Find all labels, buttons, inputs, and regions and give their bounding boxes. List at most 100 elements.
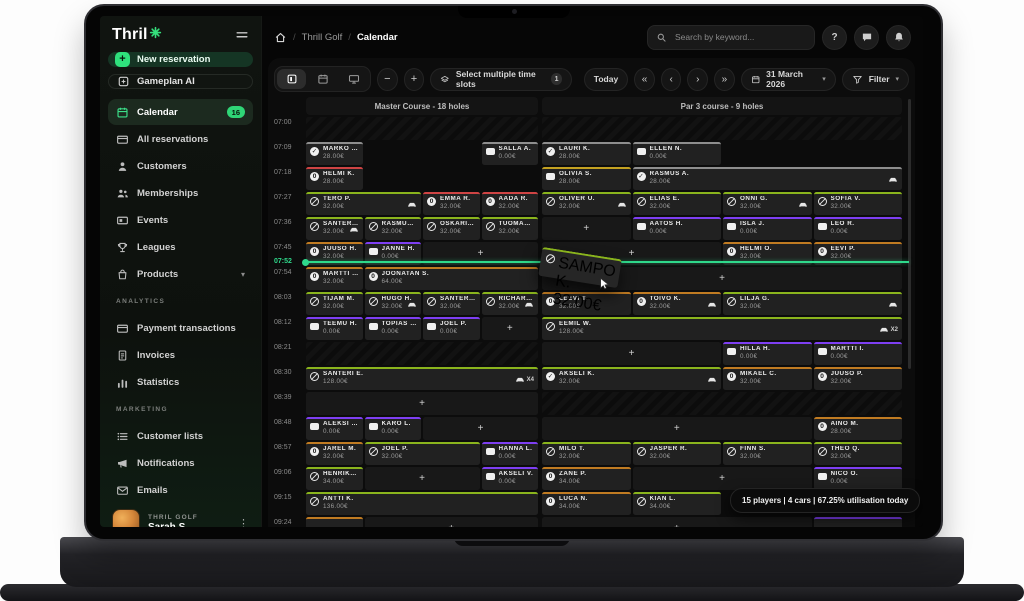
booking-cell[interactable]: TEEMU H. 0.00€ [306, 317, 363, 340]
sidebar-item-all-reservations[interactable]: All reservations [108, 126, 253, 152]
sidebar-item-leagues[interactable]: Leagues [108, 234, 253, 260]
zoom-in-button[interactable]: + [403, 67, 425, 91]
sidebar-item-invoices[interactable]: Invoices [108, 342, 253, 368]
chat-button[interactable] [854, 24, 879, 50]
prev-week-button[interactable]: « [634, 67, 655, 91]
booking-cell[interactable]: JOEL P. 32.00€ [364, 442, 480, 465]
booking-cell[interactable]: 0 AADA R. 32.00€ [481, 192, 538, 215]
booking-cell[interactable]: RICHARD P.32.00€ [481, 292, 538, 315]
add-booking-slot[interactable]: + [542, 267, 902, 290]
booking-cell[interactable]: SANTERI E. 128.00€ X4 [306, 367, 538, 390]
add-booking-slot[interactable]: + [542, 417, 812, 440]
date-picker-button[interactable]: 31 March 2026 ▾ [740, 67, 836, 91]
sidebar-item-customer-lists[interactable]: Customer lists [108, 423, 253, 449]
booking-cell[interactable]: NICO O. 0.00€ [813, 467, 902, 490]
zoom-out-button[interactable]: − [377, 67, 398, 91]
user-footer[interactable]: THRIL GOLF Sarah S. ⋮ [108, 503, 253, 527]
booking-cell[interactable]: JOEL P. 0.00€ [423, 317, 480, 340]
sidebar-item-events[interactable]: Events [108, 207, 253, 233]
booking-cell[interactable]: 0 JUUSO H. 32.00€ [306, 242, 363, 265]
next-day-button[interactable]: › [687, 67, 709, 91]
booking-cell[interactable]: 0 LUCA N. 34.00€ [542, 492, 631, 515]
booking-cell[interactable]: KIAN L. 34.00€ [632, 492, 721, 515]
booking-cell[interactable]: 0 LEEVI T. 32.00€ [542, 292, 631, 315]
booking-cell[interactable]: SALLA A. 0.00€ [481, 142, 538, 165]
booking-cell[interactable]: ALEKSI K. 0.00€ [306, 417, 363, 440]
booking-cell[interactable]: ELLEN N. 0.00€ [632, 142, 721, 165]
next-week-button[interactable]: » [714, 67, 735, 91]
add-booking-slot[interactable]: + [542, 342, 721, 365]
filter-button[interactable]: Filter ▾ [841, 67, 910, 91]
select-multiple-button[interactable]: Select multiple time slots 1 [430, 67, 572, 91]
today-button[interactable]: Today [583, 67, 629, 91]
booking-cell[interactable]: HILLA H. 0.00€ [723, 342, 812, 365]
booking-cell[interactable]: 0 AINO M. 28.00€ [813, 417, 902, 440]
booking-cell[interactable]: ELIAS E. 32.00€ [632, 192, 721, 215]
add-booking-slot[interactable]: + [423, 417, 538, 440]
booking-cell[interactable]: KARO L. 0.00€ [364, 417, 421, 440]
booking-cell[interactable]: ✓ MARKO H. 28.00€ [306, 142, 363, 165]
help-button[interactable]: ? [822, 24, 847, 50]
booking-cell[interactable]: 0 TOIVO K. 32.00€ [632, 292, 721, 315]
booking-cell[interactable]: TUOMAS V. 32.00€ [481, 217, 538, 240]
booking-cell[interactable]: OSKARI L. 32.00€ [423, 217, 480, 240]
booking-cell[interactable]: JASPER R. 32.00€ [632, 442, 721, 465]
breadcrumb-app[interactable]: Thrill Golf [301, 31, 343, 43]
booking-cell[interactable]: 0 HELMI O. 32.00€ [723, 242, 812, 265]
prev-day-button[interactable]: ‹ [660, 67, 682, 91]
booking-cell[interactable]: LEO R. 0.00€ [813, 217, 902, 240]
booking-cell[interactable]: 0 JOONATAN S. 64.00€ [364, 267, 538, 290]
sidebar-item-calendar[interactable]: Calendar 16 [108, 99, 253, 125]
booking-cell[interactable]: ✓ RASMUS A. 28.00€ [632, 167, 902, 190]
booking-cell[interactable]: TIJAM M. 32.00€ [306, 292, 363, 315]
booking-cell[interactable]: 0 JAREL M. 32.00€ [306, 442, 363, 465]
add-booking-slot[interactable]: + [481, 317, 538, 340]
booking-cell[interactable]: ANTTI K. 136.00€ [306, 492, 538, 515]
booking-cell[interactable]: HANNA L. 0.00€ [481, 442, 538, 465]
booking-cell[interactable]: FINN S. 32.00€ [723, 442, 812, 465]
booking-cell[interactable]: AATOS H. 0.00€ [632, 217, 721, 240]
booking-cell[interactable]: 0 ZANE P. 34.00€ [542, 467, 631, 490]
booking-cell[interactable]: MARTTI I. 0.00€ [813, 342, 902, 365]
search-input[interactable] [673, 31, 806, 43]
booking-cell[interactable]: MILO T. 32.00€ [542, 442, 631, 465]
add-booking-slot[interactable]: + [306, 392, 538, 415]
booking-cell[interactable] [813, 517, 902, 527]
booking-cell[interactable] [306, 517, 363, 527]
booking-cell[interactable]: HUGO H. 32.00€ [364, 292, 421, 315]
booking-cell[interactable]: RASMUS L. 32.00€ [364, 217, 421, 240]
booking-cell[interactable]: THEO Q. 32.00€ [813, 442, 902, 465]
booking-cell[interactable]: ✓ LAURI K. 28.00€ [542, 142, 631, 165]
view-grid-button[interactable] [277, 69, 306, 89]
booking-cell[interactable]: EEMIL W. 128.00€ X2 [542, 317, 902, 340]
booking-cell[interactable]: 0 EMMA R. 32.00€ [423, 192, 480, 215]
sidebar-item-statistics[interactable]: Statistics [108, 369, 253, 395]
booking-cell[interactable]: SANTERI S.32.00€ [306, 217, 363, 240]
sidebar-item-notifications[interactable]: Notifications [108, 450, 253, 476]
new-reservation-button[interactable]: + New reservation [108, 52, 253, 67]
scrollbar[interactable] [908, 99, 911, 369]
user-menu-icon[interactable]: ⋮ [238, 517, 249, 528]
booking-cell[interactable]: 0 MIKAEL C. 32.00€ [723, 367, 812, 390]
home-icon[interactable] [274, 31, 287, 44]
booking-cell[interactable]: ISLA J. 0.00€ [723, 217, 812, 240]
booking-cell[interactable]: TERO P. 32.00€ [306, 192, 421, 215]
booking-cell[interactable]: OLIVER U. 32.00€ [542, 192, 631, 215]
booking-cell[interactable]: HENRIKKI P.34.00€ [306, 467, 363, 490]
booking-cell[interactable]: ONNI G. 32.00€ [723, 192, 812, 215]
booking-cell[interactable]: ✓ AKSELI K. 32.00€ [542, 367, 721, 390]
gameplan-ai-button[interactable]: Gameplan AI [108, 74, 253, 89]
add-booking-slot[interactable]: + [542, 517, 812, 527]
add-booking-slot[interactable]: + [542, 217, 631, 240]
booking-cell[interactable]: TOPIAS M. 0.00€ [364, 317, 421, 340]
add-booking-slot[interactable]: + [364, 517, 538, 527]
sidebar-item-memberships[interactable]: Memberships [108, 180, 253, 206]
view-calendar-button[interactable] [308, 69, 337, 89]
view-monitor-button[interactable] [339, 69, 368, 89]
booking-cell[interactable]: SOFIA V. 32.00€ [813, 192, 902, 215]
booking-cell[interactable]: OLIVIA S. 28.00€ [542, 167, 631, 190]
booking-cell[interactable]: JANNE H. 0.00€ [364, 242, 421, 265]
booking-cell[interactable]: AKSELI V. 0.00€ [481, 467, 538, 490]
booking-cell[interactable]: SANTERI G.32.00€ [423, 292, 480, 315]
add-booking-slot[interactable]: + [423, 242, 538, 265]
